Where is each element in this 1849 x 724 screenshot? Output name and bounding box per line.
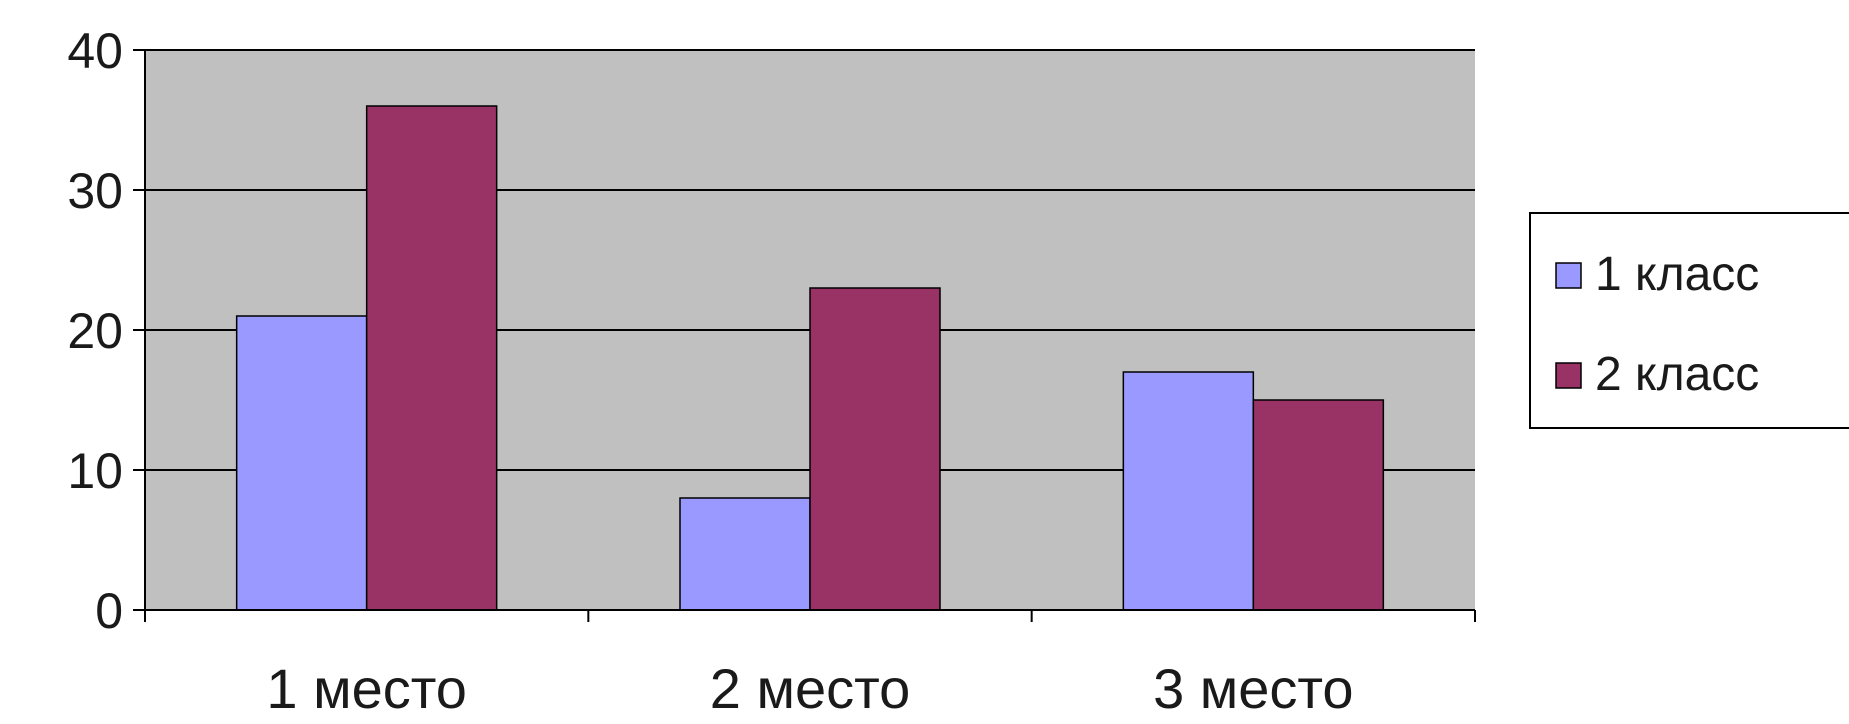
bar-1-series-1 (235, 315, 368, 611)
y-tick-label: 10 (67, 443, 123, 499)
x-axis-ticks: 1 место 2 место 3 место (144, 610, 1476, 720)
bar-2-series-1 (679, 497, 811, 611)
y-tick-label: 0 (95, 583, 123, 639)
legend-swatch-2 (1555, 362, 1582, 389)
legend-box (1529, 212, 1849, 429)
bar-1-series-2 (365, 105, 498, 611)
bar-2-series-2 (809, 287, 941, 611)
bars (235, 105, 1385, 611)
y-axis-ticks: 0 10 20 30 40 (67, 23, 145, 639)
y-tick-label: 30 (67, 163, 123, 219)
y-tick-label: 40 (67, 23, 123, 79)
bar-3-series-1 (1122, 371, 1255, 611)
x-category-label: 1 место (266, 657, 467, 720)
y-tick-label: 20 (67, 303, 123, 359)
legend-label-1: 1 класс (1595, 248, 1759, 301)
legend-swatch-1 (1555, 262, 1582, 289)
x-category-label: 3 место (1153, 657, 1354, 720)
bar-3-series-2 (1252, 399, 1385, 611)
legend-label-2: 2 класс (1595, 348, 1759, 401)
x-category-label: 2 место (710, 657, 911, 720)
legend: 1 класс 2 класс (1529, 212, 1849, 429)
